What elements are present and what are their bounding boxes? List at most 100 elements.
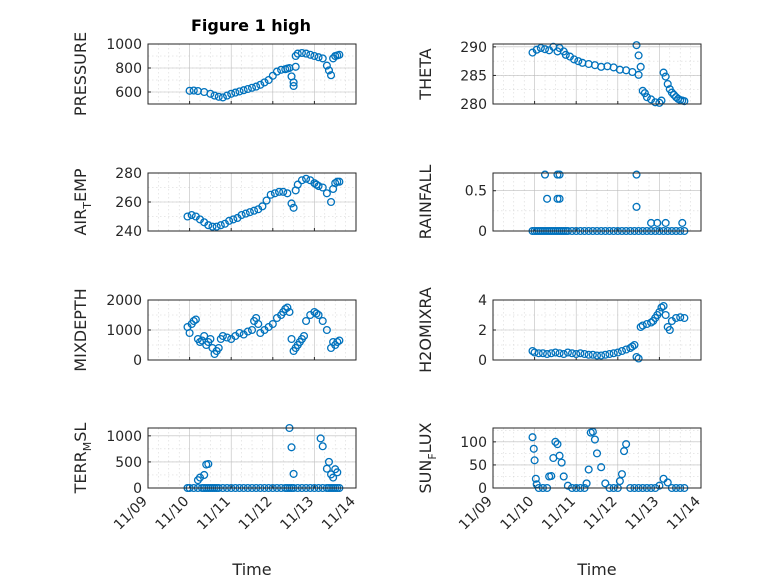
data-point: [557, 458, 566, 467]
data-point: [665, 325, 674, 335]
data-point: [189, 86, 198, 95]
data-point: [274, 187, 284, 196]
data-point: [538, 349, 547, 358]
data-point: [605, 349, 614, 359]
data-point: [622, 345, 631, 354]
data-point: [195, 473, 205, 482]
data-point: [543, 194, 552, 203]
data-point: [617, 470, 627, 479]
data-point: [218, 331, 227, 341]
data-point: [333, 468, 342, 477]
data-point: [559, 349, 568, 359]
x-tick-label: 11/14: [319, 493, 359, 533]
x-tick-label: 11/12: [236, 494, 276, 534]
data-point: [335, 336, 344, 345]
y-axis-label: TERRMSL: [71, 423, 94, 495]
y-tick-label: 280: [115, 166, 142, 182]
data-point: [555, 170, 564, 179]
data-point: [200, 470, 209, 480]
data-point: [529, 444, 538, 453]
data-point: [592, 449, 602, 458]
data-point: [676, 313, 685, 322]
data-point: [632, 41, 641, 50]
data-point: [256, 80, 265, 89]
data-point: [206, 334, 215, 344]
data-point: [576, 349, 585, 358]
y-tick-label: 600: [115, 85, 142, 101]
y-tick-label: 1000: [106, 323, 142, 339]
data-point: [227, 89, 236, 98]
data-point: [547, 349, 556, 358]
data-point: [287, 443, 296, 452]
data-point: [659, 68, 668, 77]
data-point: [289, 203, 298, 212]
data-point: [530, 348, 539, 357]
data-point: [534, 349, 543, 358]
data-point: [622, 440, 631, 449]
data-point: [291, 62, 300, 71]
data-point: [335, 50, 344, 59]
y-tick-label: 100: [460, 435, 487, 451]
data-point: [642, 319, 651, 329]
data-point: [322, 325, 331, 335]
data-point: [540, 170, 550, 179]
data-point: [297, 176, 306, 185]
subplot-8: 0 50 100 SUNFLUX 11/09 11/10 11/11 11/12 11/13 11…: [416, 422, 704, 579]
data-point: [547, 471, 556, 481]
data-point: [312, 180, 321, 189]
data-point: [247, 325, 257, 335]
data-point: [318, 54, 327, 63]
data-point: [318, 442, 327, 451]
data-point: [638, 86, 647, 95]
data-point: [297, 48, 306, 58]
data-point: [245, 208, 254, 217]
data-point: [318, 183, 327, 192]
data-point: [638, 321, 647, 330]
data-point: [561, 50, 570, 59]
y-tick-label: 500: [115, 455, 142, 471]
data-point: [214, 92, 223, 101]
x-tick-label: 11/10: [498, 494, 538, 534]
data-point: [678, 218, 687, 227]
x-tick-label: 11/12: [581, 494, 621, 534]
data-point: [272, 67, 282, 76]
data-point: [634, 354, 643, 363]
data-point: [283, 189, 292, 198]
y-tick-label: 800: [115, 61, 142, 77]
data-point: [318, 316, 327, 326]
subplot-6: 0 2 4 H2OMIXRA: [416, 287, 702, 373]
data-point: [204, 459, 213, 469]
axes-box: [147, 427, 357, 489]
y-tick-label: 285: [460, 68, 487, 84]
data-point: [266, 190, 275, 199]
data-point: [231, 88, 240, 97]
axes-border: [492, 299, 702, 361]
data-point: [235, 87, 244, 96]
y-tick-label: 0: [478, 353, 487, 369]
data-point: [655, 481, 664, 490]
data-point: [206, 89, 215, 98]
data-point: [254, 319, 263, 329]
data-point: [216, 221, 225, 230]
data-point: [528, 433, 537, 442]
data-point: [302, 316, 311, 326]
x-tick-label: 11/11: [194, 494, 234, 534]
y-tick-label: 4: [478, 293, 487, 309]
y-axis-label: SUNFLUX: [416, 422, 439, 493]
data-point: [183, 212, 192, 221]
data-point: [208, 222, 217, 231]
x-axis-label: Time: [576, 560, 616, 579]
axes-border: [492, 427, 702, 489]
data-point: [536, 43, 545, 53]
data-point: [299, 331, 309, 341]
y-tick-label: 290: [460, 40, 487, 56]
data-point: [237, 211, 246, 220]
data-point: [214, 343, 223, 353]
y-tick-label: 0: [478, 481, 487, 497]
data-point: [331, 179, 340, 188]
data-point: [268, 319, 277, 329]
y-axis-label: MIXDEPTH: [71, 288, 90, 371]
data-point: [218, 93, 227, 102]
data-point: [268, 71, 277, 80]
